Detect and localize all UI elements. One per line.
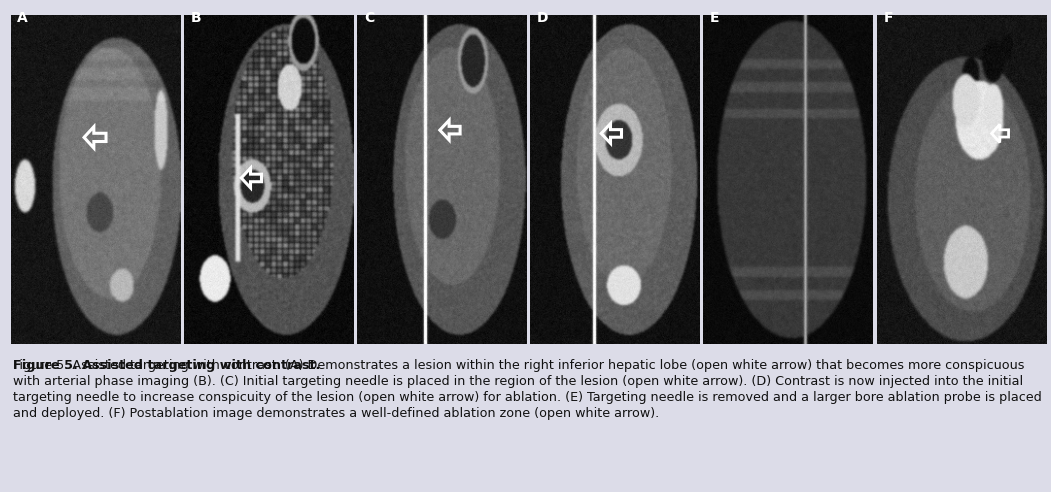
Text: D: D — [537, 11, 549, 25]
Text: C: C — [364, 11, 374, 25]
Text: E: E — [710, 11, 720, 25]
Text: B: B — [190, 11, 201, 25]
Text: Figure 5. Assisted targeting with contrast. (A) Demonstrates a lesion within the: Figure 5. Assisted targeting with contra… — [13, 359, 1042, 420]
Text: Figure 5. Assisted targeting with contrast.: Figure 5. Assisted targeting with contra… — [13, 359, 320, 372]
Text: F: F — [884, 11, 893, 25]
Text: A: A — [17, 11, 28, 25]
